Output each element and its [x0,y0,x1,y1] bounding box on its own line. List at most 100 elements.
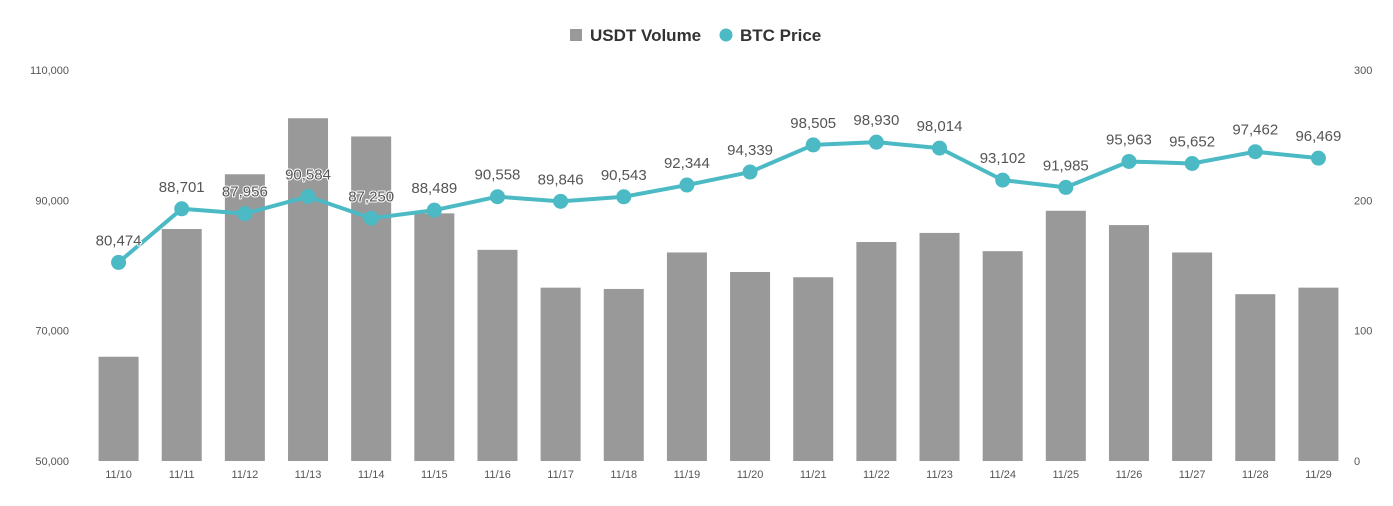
x-axis-tick-label: 11/13 [295,469,322,481]
right-axis-tick-label: 0 [1354,456,1360,468]
price-point [489,189,505,205]
price-point [995,172,1011,188]
x-axis-tick-label: 11/23 [926,469,953,481]
price-data-label: 80,474 [96,232,142,249]
volume-bar [919,232,960,461]
price-data-label: 87,956 [222,184,268,201]
price-series-line [116,140,1321,265]
x-axis-tick-label: 11/26 [1116,469,1143,481]
x-axis-tick-label: 11/22 [863,469,890,481]
volume-bar [730,272,771,461]
volume-bar [1172,252,1213,461]
x-axis-tick-label: 11/21 [800,469,827,481]
x-axis-tick-label: 11/29 [1305,469,1332,481]
price-data-label: 88,489 [411,180,457,197]
x-axis: 11/10 11/11 11/12 11/13 11/14 11/15 11/16 11/17… [105,469,1332,481]
volume-bar [1298,287,1339,461]
price-point [174,201,190,217]
right-axis-tick-label: 200 [1354,195,1372,207]
right-y-axis: 0 100 200 300 [1354,65,1372,468]
price-data-label: 90,543 [601,167,647,184]
price-point [300,189,316,205]
price-point [1121,153,1137,169]
price-points [111,134,1326,270]
price-data-label: 90,558 [475,167,521,184]
price-point [742,164,758,180]
legend-label-btc-price: BTC Price [740,26,821,45]
right-axis-tick-label: 300 [1354,65,1372,77]
x-axis-tick-label: 11/24 [989,469,1016,481]
price-point [1058,179,1074,195]
volume-bar [414,213,455,461]
price-point [363,210,379,226]
price-data-label: 88,701 [159,179,205,196]
price-point [553,193,569,209]
left-axis-tick-label: 90,000 [35,195,69,207]
price-data-label: 93,102 [980,150,1026,167]
price-line [116,140,1321,265]
volume-bar [856,242,897,461]
x-axis-tick-label: 11/14 [358,469,385,481]
volume-bar [98,356,139,461]
volume-bars [98,118,1339,462]
price-data-label: 95,652 [1169,134,1215,151]
x-axis-tick-label: 11/19 [674,469,701,481]
volume-bar [477,249,518,461]
price-point [679,177,695,193]
volume-bar [161,229,202,461]
price-data-label: 96,469 [1295,128,1341,145]
x-axis-tick-label: 11/25 [1052,469,1079,481]
left-axis-tick-label: 70,000 [35,326,69,338]
price-point [426,202,442,218]
legend-swatch-btc-price [719,28,733,42]
x-axis-tick-label: 11/20 [737,469,764,481]
price-data-label: 97,462 [1232,122,1278,139]
price-data-label: 90,584 [285,167,331,184]
price-point [237,206,253,222]
price-point [932,140,948,156]
x-axis-tick-label: 11/16 [484,469,511,481]
price-point [616,189,632,205]
price-data-label: 95,963 [1106,131,1152,148]
price-point [1247,144,1263,160]
volume-bar [1045,210,1086,461]
price-data-label: 98,930 [853,112,899,129]
price-data-label: 98,014 [917,118,963,135]
left-y-axis: 50,000 70,000 90,000 110,000 [30,65,69,468]
volume-bar [793,277,834,461]
x-axis-tick-label: 11/11 [169,469,195,481]
legend-label-usdt-volume: USDT Volume [590,26,701,45]
price-data-label: 87,250 [348,188,394,205]
volume-bar [982,251,1023,461]
volume-bar [351,136,392,461]
price-point [805,137,821,153]
legend-swatch-usdt-volume [570,29,582,41]
price-data-label: 91,985 [1043,157,1089,174]
price-data-label: 98,505 [790,115,836,132]
price-point [1310,150,1326,166]
x-axis-tick-label: 11/17 [547,469,574,481]
price-data-label: 89,846 [538,171,584,188]
left-axis-tick-label: 50,000 [35,456,69,468]
price-data-label: 92,344 [664,155,710,172]
price-point [1184,156,1200,172]
x-axis-tick-label: 11/27 [1179,469,1206,481]
volume-bar [1235,294,1276,461]
left-axis-tick-label: 110,000 [30,65,69,77]
x-axis-tick-label: 11/10 [105,469,132,481]
price-point [868,134,884,150]
volume-bar [540,287,581,461]
legend: USDT Volume BTC Price [570,26,821,45]
volume-bar [1108,225,1149,461]
x-axis-tick-label: 11/18 [610,469,637,481]
price-data-label: 94,339 [727,142,773,159]
x-axis-tick-label: 11/12 [232,469,259,481]
volume-bar [224,174,265,461]
right-axis-tick-label: 100 [1354,326,1372,338]
price-data-labels: 80,474 88,701 87,956 90,584 87,250 88,489 90,5… [95,111,1343,250]
x-axis-tick-label: 11/15 [421,469,448,481]
volume-bar [603,288,644,461]
price-point [111,254,127,270]
